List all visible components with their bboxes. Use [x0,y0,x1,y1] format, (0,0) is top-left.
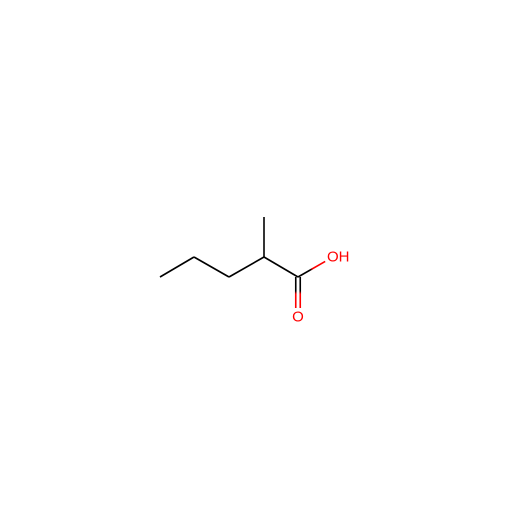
bond [160,257,194,277]
bond [298,261,325,277]
bond [229,257,264,277]
bond [264,257,298,277]
atom-label: OH [327,249,350,266]
atom-label: O [292,309,304,326]
bond [194,257,229,277]
molecule-diagram: O OH [0,0,532,512]
